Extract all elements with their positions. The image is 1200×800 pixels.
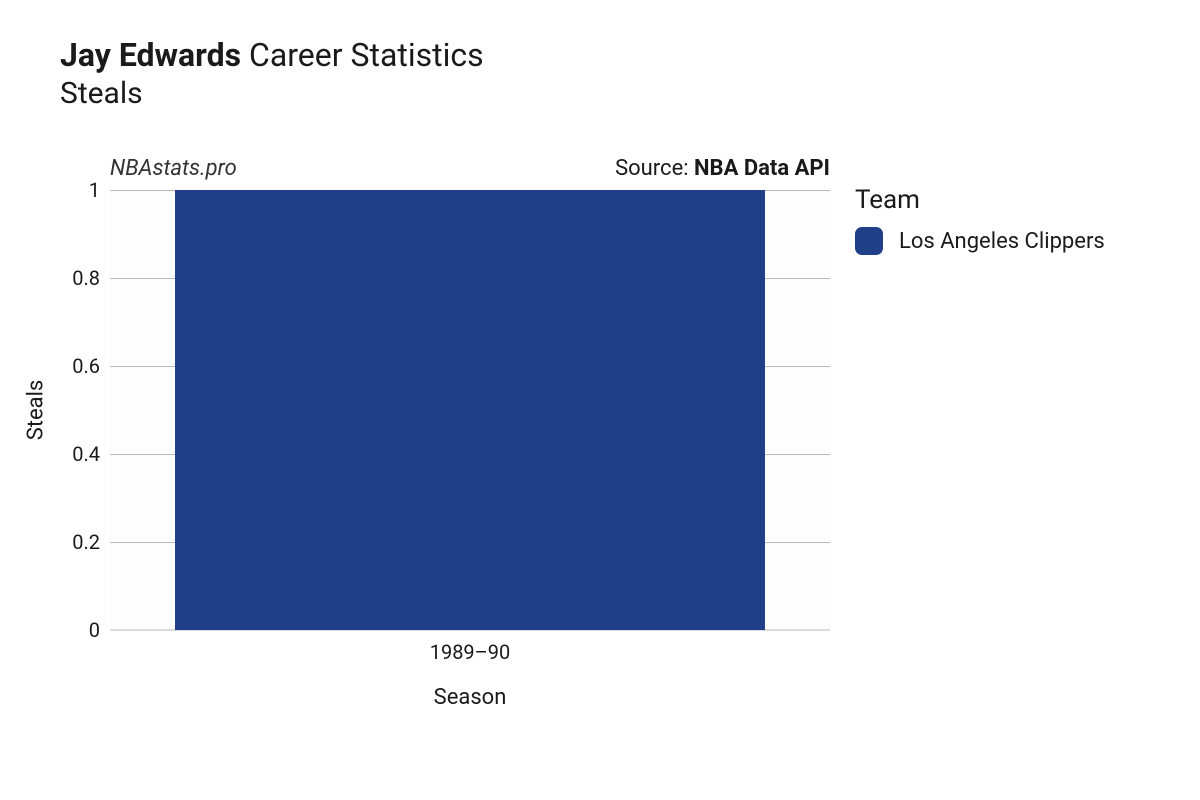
legend: Team Los Angeles Clippers (855, 185, 1105, 255)
bar (175, 190, 765, 630)
plot-area: 00.20.40.60.811989–90 (110, 190, 830, 630)
legend-item: Los Angeles Clippers (855, 227, 1105, 255)
legend-items: Los Angeles Clippers (855, 227, 1105, 255)
x-axis-title: Season (434, 685, 507, 710)
source-value: NBA Data API (694, 156, 830, 181)
chart-title-block: Jay Edwards Career Statistics Steals (60, 36, 484, 111)
legend-label: Los Angeles Clippers (899, 229, 1105, 254)
player-name: Jay Edwards (60, 36, 241, 74)
title-suffix: Career Statistics (249, 36, 484, 74)
legend-title: Team (855, 185, 1105, 215)
chart-container: Jay Edwards Career Statistics Steals NBA… (0, 0, 1200, 800)
y-tick-label: 0.4 (72, 442, 100, 466)
y-tick-label: 1 (89, 178, 100, 202)
y-tick-label: 0.8 (72, 266, 100, 290)
source-label: Source: (615, 156, 694, 181)
chart-subtitle: Steals (60, 76, 484, 111)
source-attribution: Source: NBA Data API (615, 156, 830, 181)
legend-swatch (855, 227, 883, 255)
y-axis-title: Steals (24, 380, 49, 441)
y-tick-label: 0.2 (72, 530, 100, 554)
chart-title-line1: Jay Edwards Career Statistics (60, 36, 484, 74)
x-tick-label: 1989–90 (430, 640, 511, 664)
y-tick-label: 0.6 (72, 354, 100, 378)
y-tick-label: 0 (89, 618, 100, 642)
watermark-text: NBAstats.pro (110, 156, 237, 181)
